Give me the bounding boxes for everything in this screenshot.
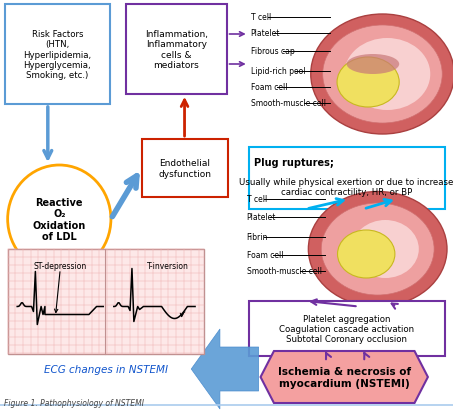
Text: ST-depression: ST-depression [34, 261, 87, 271]
Text: Lipid-rich pool: Lipid-rich pool [251, 67, 305, 76]
Text: T cell: T cell [251, 14, 271, 22]
FancyBboxPatch shape [142, 140, 228, 197]
Ellipse shape [346, 55, 399, 75]
Text: Usually while physical exertion or due to increase
cardiac contractility, HR, or: Usually while physical exertion or due t… [239, 178, 454, 197]
Ellipse shape [352, 221, 419, 278]
Text: ECG changes in NSTEMI: ECG changes in NSTEMI [44, 364, 168, 374]
Text: Plug ruptures;: Plug ruptures; [255, 158, 334, 168]
Text: Risk Factors
(HTN,
Hyperlipidemia,
Hyperglycemia,
Smoking, etc.): Risk Factors (HTN, Hyperlipidemia, Hyper… [23, 30, 91, 80]
Ellipse shape [337, 230, 395, 278]
Ellipse shape [309, 192, 447, 307]
Ellipse shape [321, 204, 434, 295]
FancyBboxPatch shape [248, 301, 445, 356]
Text: Inflammation,
Inflammatory
cells &
mediators: Inflammation, Inflammatory cells & media… [145, 30, 208, 70]
Text: Platelet: Platelet [251, 29, 280, 38]
Text: Platelet: Platelet [246, 213, 276, 222]
Text: Fibrous cap: Fibrous cap [251, 47, 294, 56]
Text: Smooth-muscle cell: Smooth-muscle cell [246, 267, 322, 276]
Text: T-inversion: T-inversion [147, 261, 189, 271]
Text: T cell: T cell [246, 195, 267, 204]
Polygon shape [261, 351, 428, 403]
Text: Platelet aggregation
Coagulation cascade activation
Subtotal Coronary occlusion: Platelet aggregation Coagulation cascade… [279, 314, 414, 344]
Text: Reactive
O₂
Oxidation
of LDL: Reactive O₂ Oxidation of LDL [33, 197, 86, 242]
FancyBboxPatch shape [5, 5, 110, 105]
Text: Foam cell: Foam cell [251, 83, 287, 92]
Ellipse shape [337, 58, 399, 108]
FancyBboxPatch shape [8, 249, 204, 354]
Text: Foam cell: Foam cell [246, 251, 283, 260]
Ellipse shape [344, 39, 430, 111]
Polygon shape [191, 329, 259, 409]
Ellipse shape [323, 26, 442, 124]
Text: Ischemia & necrosis of
myocardium (NSTEMI): Ischemia & necrosis of myocardium (NSTEM… [278, 366, 411, 388]
Text: Endothelial
dysfunction: Endothelial dysfunction [158, 159, 211, 178]
FancyBboxPatch shape [248, 147, 445, 209]
FancyBboxPatch shape [126, 5, 227, 95]
Text: Figure 1. Pathophysiology of NSTEMI: Figure 1. Pathophysiology of NSTEMI [4, 398, 144, 407]
Text: Fibrin: Fibrin [246, 233, 268, 242]
Text: Smooth-muscle cell: Smooth-muscle cell [251, 99, 326, 108]
Ellipse shape [311, 15, 454, 135]
